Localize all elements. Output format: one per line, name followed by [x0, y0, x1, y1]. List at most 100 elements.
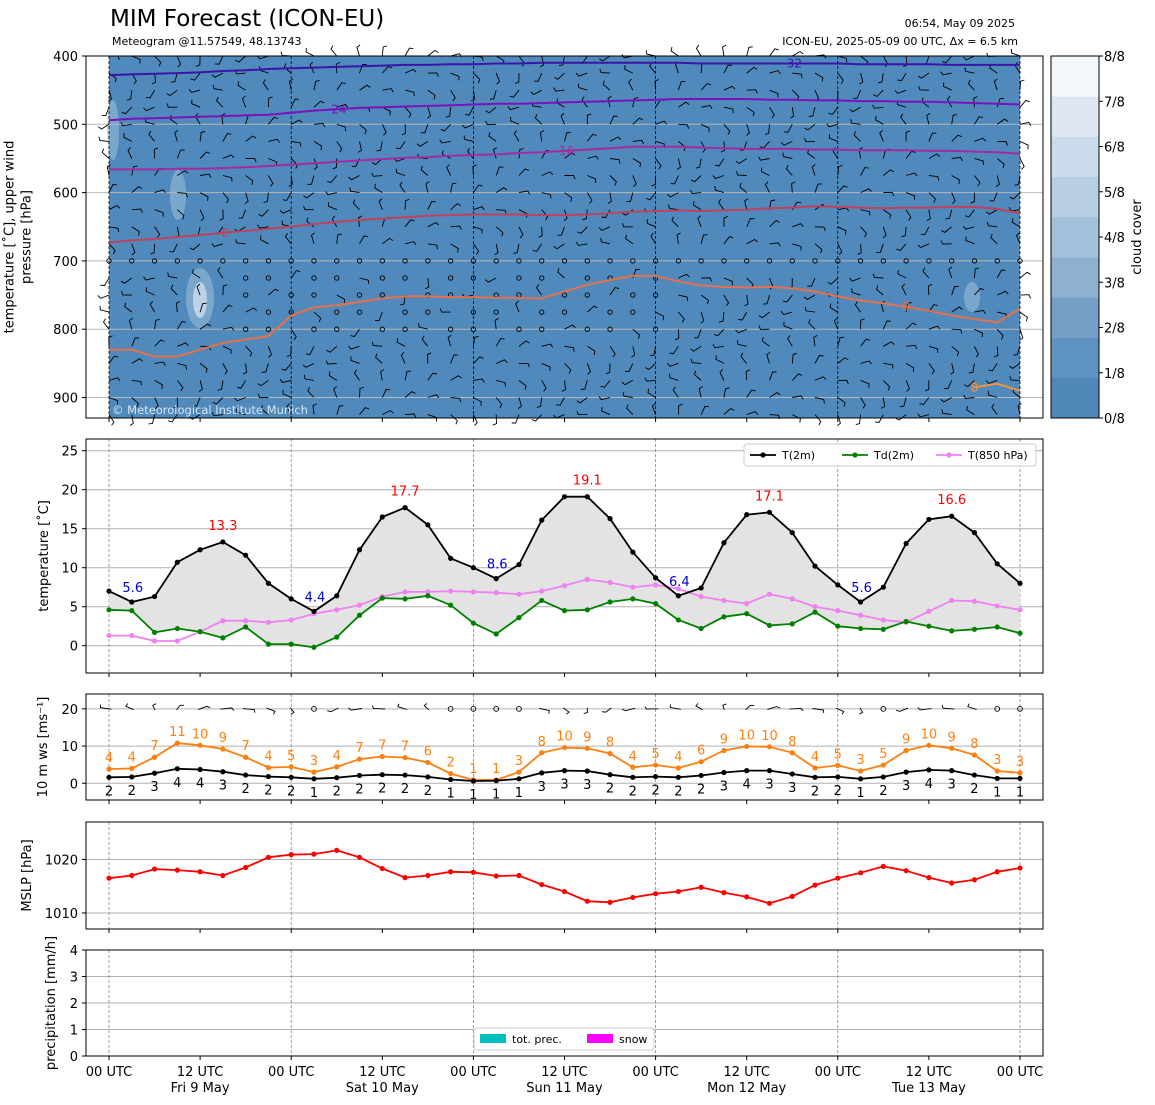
mean_wind-point	[698, 772, 704, 779]
wind-barb	[286, 346, 292, 357]
wind-barb	[723, 106, 734, 114]
wind-barb	[222, 326, 235, 331]
wind-barb	[693, 370, 702, 381]
td2m-point	[607, 599, 613, 605]
wind-barb	[371, 158, 383, 166]
t850-point	[493, 590, 499, 596]
t850-point	[926, 608, 932, 614]
t850-point	[356, 602, 363, 608]
wind-barb	[154, 209, 164, 217]
wind-barb	[860, 188, 872, 194]
wind-barb	[669, 346, 679, 355]
wind-barb	[101, 148, 110, 159]
gust-point	[1017, 770, 1023, 776]
mslp-point	[675, 888, 681, 895]
gust-point	[971, 752, 978, 758]
t850-point	[561, 583, 568, 589]
wind-barb	[835, 707, 845, 715]
wind-barb	[621, 54, 633, 59]
wind-barb	[303, 205, 314, 211]
wind-barb	[607, 95, 612, 108]
mean-wind-value-label: 1	[993, 785, 1001, 800]
gust-value-label: 4	[811, 750, 819, 765]
wind-barb	[874, 414, 884, 423]
wind-barb	[791, 181, 796, 193]
wind-barb	[336, 123, 346, 132]
wind-barb	[127, 147, 133, 159]
wind-barb	[837, 185, 848, 193]
wind-barb	[575, 72, 588, 77]
wind-barb	[1019, 311, 1028, 322]
wind-barb	[148, 130, 155, 142]
y-tick-label: 1	[70, 1024, 78, 1039]
wind-barb	[219, 209, 224, 221]
wind-barb	[336, 233, 342, 244]
wind-barb	[245, 158, 257, 163]
mslp-point	[265, 854, 272, 860]
wind-barb	[267, 346, 273, 358]
y-tick-label: 1010	[45, 907, 78, 922]
wind-barb	[690, 175, 702, 183]
wind-barb	[191, 99, 201, 108]
wind-barb	[488, 132, 497, 142]
wind-barb	[404, 241, 417, 246]
wind-barb	[997, 140, 1008, 146]
wind-barb	[808, 319, 816, 330]
wind-barb	[626, 192, 634, 203]
wind-barb	[447, 334, 452, 347]
t850-point	[243, 618, 249, 624]
wind-barb	[378, 198, 383, 210]
calm-wind-circle	[949, 258, 955, 264]
wind-barb	[540, 130, 545, 142]
wind-barb	[723, 124, 731, 135]
wind-barb	[917, 72, 930, 79]
daily-min-label: 5.6	[851, 581, 872, 596]
calm-wind-circle	[311, 326, 317, 332]
calm-wind-circle	[652, 292, 659, 298]
wind-barb	[1019, 294, 1032, 299]
gust-value-label: 4	[264, 750, 272, 765]
wind-barb	[996, 158, 1005, 169]
calm-wind-circle	[516, 258, 522, 264]
wind-barb	[655, 311, 665, 321]
wind-barb	[631, 346, 636, 358]
calm-wind-circle	[311, 292, 317, 298]
wind-barb	[943, 82, 952, 91]
wind-barb	[485, 106, 497, 114]
wind-barb	[262, 79, 269, 91]
wind-barb	[744, 198, 749, 210]
wind-barb	[541, 192, 552, 199]
wind-barb	[536, 397, 543, 408]
mslp-point	[584, 898, 590, 904]
wind-barb	[787, 335, 793, 347]
wind-barb	[108, 90, 113, 102]
calm-wind-circle	[425, 309, 431, 315]
wind-barb	[581, 96, 588, 108]
wind-barb	[628, 78, 634, 91]
wind-barb	[199, 302, 207, 313]
colorbar-swatch	[1051, 377, 1099, 419]
wind-barb	[420, 124, 429, 134]
wind-barb	[404, 106, 412, 118]
x-tick-label: 12 UTC	[723, 1065, 769, 1080]
td2m-point	[926, 623, 932, 629]
wind-barb	[237, 380, 246, 389]
wind-barb	[951, 192, 956, 205]
calm-wind-circle	[402, 309, 408, 315]
wind-barb	[382, 88, 394, 93]
wind-barb	[222, 363, 228, 375]
t850-point	[151, 638, 158, 644]
wind-barb	[700, 405, 709, 415]
wind-barb	[974, 116, 984, 125]
isotherm-label: -16	[555, 144, 575, 158]
colorbar-swatch	[1051, 216, 1099, 258]
wind-barb	[302, 362, 315, 368]
wind-barb	[427, 89, 436, 100]
calm-wind-circle	[607, 326, 613, 332]
wind-barb	[645, 50, 656, 57]
gust-point	[698, 759, 704, 765]
wind-barb	[494, 243, 499, 256]
mean-wind-value-label: 3	[538, 780, 546, 795]
wind-barb	[609, 287, 620, 296]
wind-barb	[965, 209, 975, 218]
